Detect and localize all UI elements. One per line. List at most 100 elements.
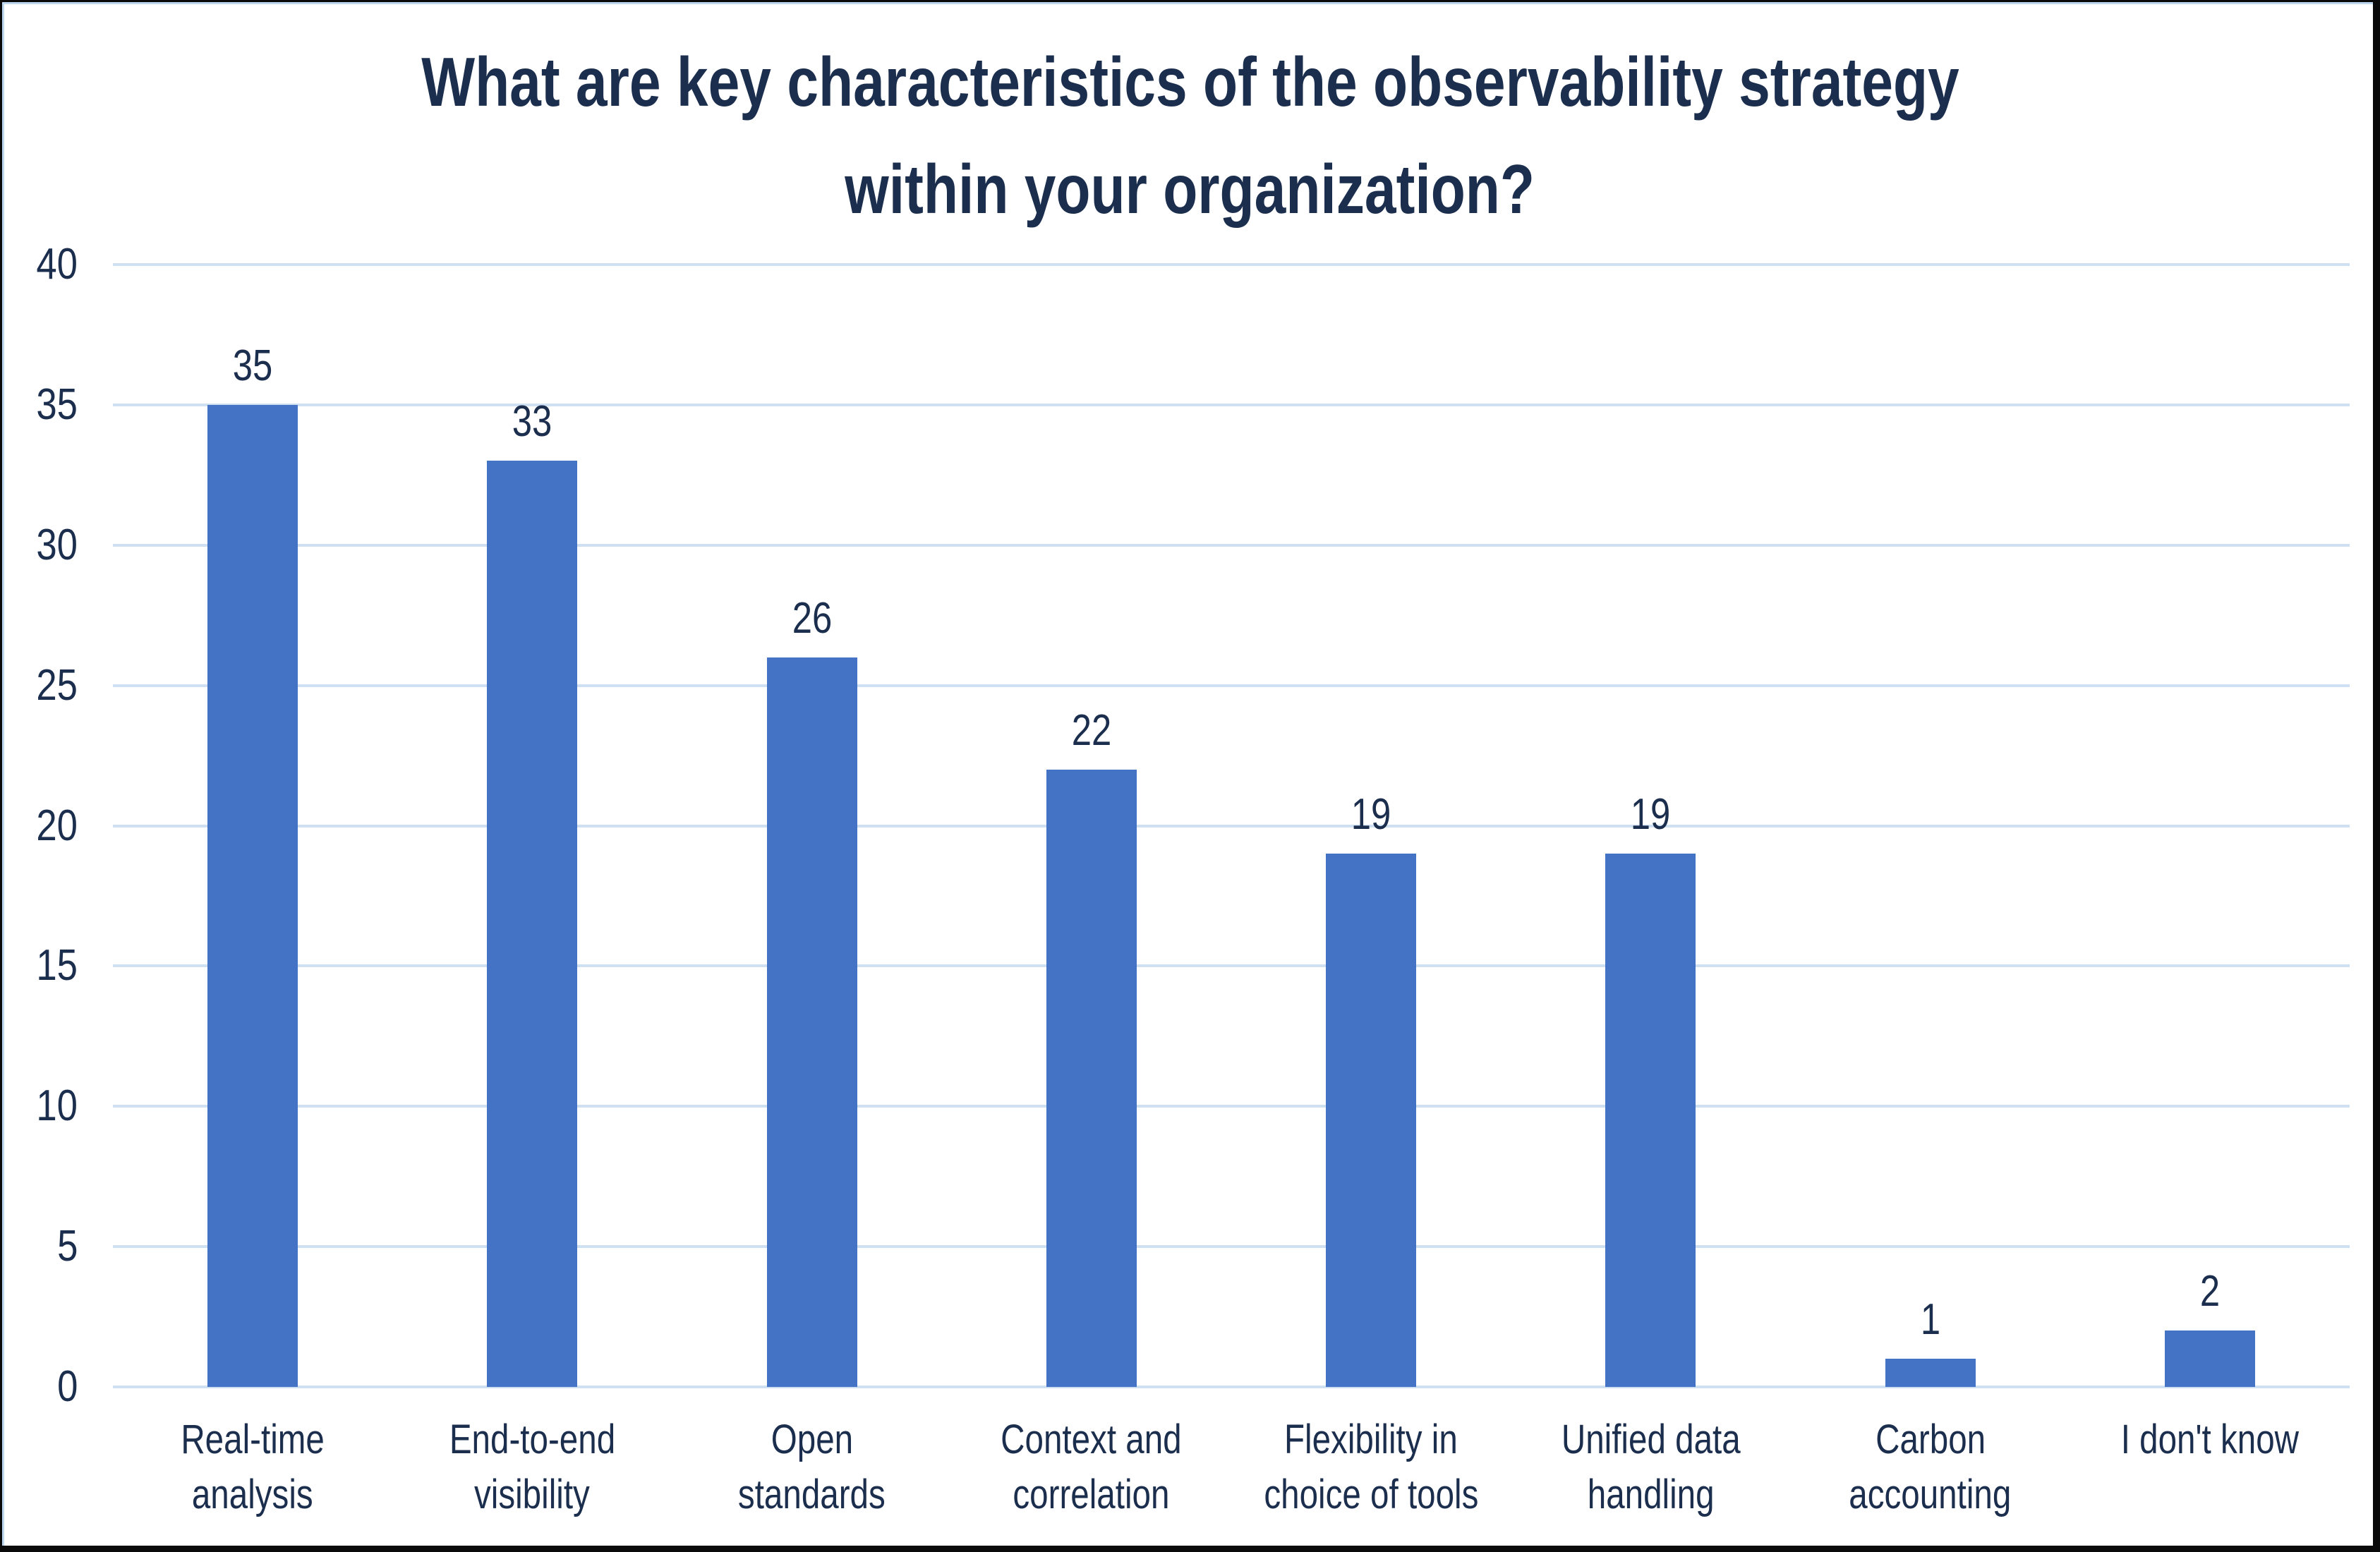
bar-value-label: 26 [787,593,836,643]
bar-value-label: 35 [229,344,277,388]
bar-column: 33 [392,265,672,1387]
bar [2164,1330,2255,1387]
bar [207,404,298,1387]
label-text: 22 [1071,705,1112,755]
label-text: accounting [1849,1472,2012,1517]
y-tick-label: 10 [29,1084,78,1128]
gridline [113,1386,2350,1388]
label-text: 19 [1351,790,1391,839]
label-text: correlation [1013,1472,1170,1517]
bar-column: 19 [1231,265,1511,1387]
bar-value-label: 2 [2198,1270,2222,1314]
x-category-label: Carbon accounting [1791,1412,2070,1522]
y-tick-label: 0 [54,1365,78,1409]
gridline [113,543,2350,547]
x-category-label-line: Open [672,1412,952,1467]
plot-area: 35 33 26 22 19 19 1 2 [113,263,2350,1388]
label-text: Flexibility in [1284,1417,1458,1462]
bar-value-label: 33 [508,400,557,444]
x-category-label: Real-time analysis [113,1412,392,1522]
y-tick-label: 25 [29,660,78,710]
label-text: 25 [36,660,78,710]
label-text: 26 [792,593,832,643]
gridline [113,1245,2350,1249]
label-text: 35 [36,380,78,429]
label-text: 0 [56,1362,78,1411]
chart-title-line-1: What are key characteristics of the obse… [421,43,1959,121]
bar [1605,854,1696,1387]
label-text: 30 [36,520,78,569]
bar-value-label: 19 [1626,793,1675,837]
label-text: Unified data [1561,1417,1741,1462]
bar-value-label: 22 [1067,705,1116,755]
x-category-label-line: choice of tools [1231,1467,1511,1522]
label-text: analysis [192,1472,314,1517]
x-category-label-line: visibility [392,1467,672,1522]
label-text: I don't know [2120,1417,2300,1462]
x-category-label-line: correlation [952,1467,1231,1522]
label-text: Carbon [1875,1417,1986,1462]
x-category-label: Open standards [672,1412,952,1522]
bar-column: 35 [113,265,392,1387]
y-tick-label: 35 [29,380,78,429]
x-category-label-line: handling [1511,1467,1790,1522]
bar-column: 2 [2070,265,2350,1387]
bar [1046,769,1137,1387]
bar [766,657,857,1387]
x-category-label-line: standards [672,1467,952,1522]
bar-column: 1 [1791,265,2070,1387]
label-text: Open [771,1417,853,1462]
bars: 35 33 26 22 19 19 1 2 [113,265,2350,1387]
x-category-label-line: Real-time [113,1412,392,1467]
y-tick-label: 40 [29,243,78,286]
label-text: 2 [2199,1267,2221,1316]
x-category-label: End-to-end visibility [392,1412,672,1522]
label-text: Context and [1001,1417,1183,1462]
label-text: 1 [1920,1295,1940,1345]
bar [1885,1359,1976,1387]
chart-title: What are key characteristics of the obse… [0,28,2380,243]
label-text: visibility [474,1472,591,1517]
y-tick-label: 5 [54,1225,78,1268]
x-category-label: Flexibility in choice of tools [1231,1412,1511,1522]
bar-column: 19 [1511,265,1790,1387]
label-text: choice of tools [1264,1472,1479,1517]
y-tick-label: 15 [29,944,78,988]
bar [487,461,578,1387]
x-category-label: Context and correlation [952,1412,1231,1522]
label-text: 35 [232,341,273,390]
label-text: 40 [36,240,78,289]
label-text: 10 [36,1081,78,1131]
x-category-label-line: Carbon [1791,1412,2070,1467]
x-category-label-line: analysis [113,1467,392,1522]
bar-value-label: 19 [1347,793,1396,837]
y-tick-label: 20 [29,804,78,848]
x-axis-category-labels: Real-time analysis End-to-end visibility Ope… [113,1412,2350,1522]
label-text: standards [738,1472,886,1517]
label-text: 5 [56,1222,78,1271]
gridline [113,263,2350,266]
gridline [113,684,2350,687]
x-category-label-line: I don't know [2070,1412,2350,1467]
y-axis-tick-labels: 0 5 10 15 20 25 30 35 40 [0,243,78,1409]
y-tick-label: 30 [29,523,78,567]
gridline [113,964,2350,968]
label-text: Real-time [181,1417,325,1462]
label-text: 33 [512,397,552,447]
bar-column: 26 [672,265,952,1387]
x-category-label: Unified data handling [1511,1412,1790,1522]
bar-column: 22 [952,265,1231,1387]
gridline [113,1105,2350,1108]
label-text: handling [1587,1472,1715,1517]
x-category-label-line: Flexibility in [1231,1412,1511,1467]
bar [1326,854,1417,1387]
label-text: End-to-end [449,1417,616,1462]
x-category-label-line: Context and [952,1412,1231,1467]
gridline [113,403,2350,406]
x-category-label-line: accounting [1791,1467,2070,1522]
gridline [113,824,2350,827]
label-text: 15 [36,941,78,990]
chart-title-line-2: within your organization? [845,150,1535,228]
bar-value-label: 1 [1918,1298,1942,1342]
